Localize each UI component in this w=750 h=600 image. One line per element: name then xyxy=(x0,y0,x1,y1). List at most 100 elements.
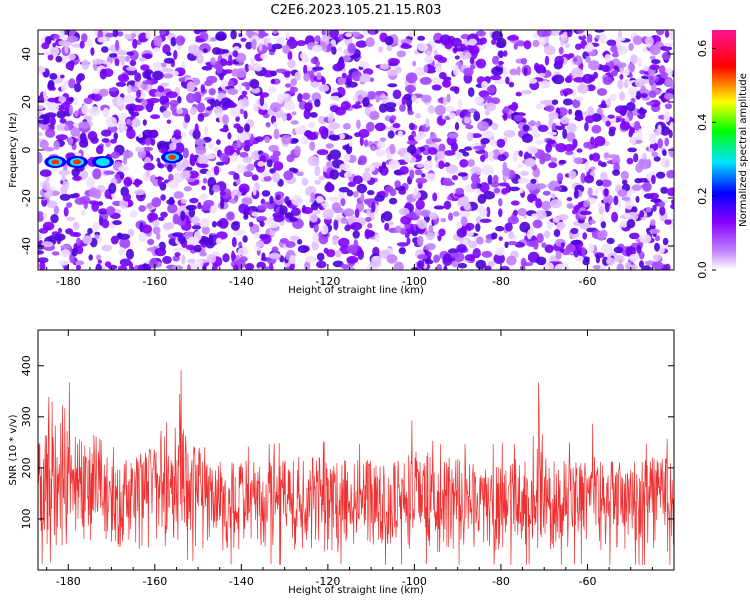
heatmap-cell xyxy=(46,200,58,209)
heatmap-cell xyxy=(75,74,82,85)
heatmap-cell xyxy=(301,177,309,186)
heatmap-cell xyxy=(607,114,615,119)
heatmap-cell xyxy=(617,201,622,208)
heatmap-cell xyxy=(611,211,619,223)
heatmap-cell xyxy=(236,163,247,173)
heatmap-cell xyxy=(404,232,410,239)
heatmap-cell xyxy=(602,76,613,85)
heatmap-cell xyxy=(513,114,524,122)
heatmap-cell xyxy=(285,113,292,121)
heatmap-cell xyxy=(54,233,66,242)
heatmap-cell xyxy=(318,126,328,136)
heatmap-cell xyxy=(244,123,250,133)
heatmap-cell xyxy=(231,237,237,248)
heatmap-panel: -180 -160 -140 -120 -100 -80 -60 40 20 0 -20 -40 H… xyxy=(8,29,675,296)
heatmap-cell xyxy=(540,80,551,89)
heatmap-cell xyxy=(573,157,584,165)
heatmap-cell xyxy=(517,177,529,184)
heatmap-cell xyxy=(123,94,135,105)
heatmap-cell xyxy=(415,177,428,184)
heatmap-cell xyxy=(337,77,347,85)
heatmap-cell xyxy=(651,174,656,185)
heatmap-cell xyxy=(423,159,434,171)
heatmap-cell xyxy=(516,163,524,168)
heatmap-cell xyxy=(612,169,620,176)
heatmap-cell xyxy=(378,103,388,113)
heatmap-cell xyxy=(456,244,467,253)
heatmap-cell xyxy=(369,260,382,268)
heatmap-cell xyxy=(328,134,340,140)
heatmap-cell xyxy=(416,163,425,168)
heatmap-cell xyxy=(597,230,606,241)
heatmap-cell xyxy=(617,62,627,69)
heatmap-cell xyxy=(513,42,518,50)
heatmap-cell xyxy=(468,38,478,46)
heatmap-cell xyxy=(160,82,170,87)
heatmap-cell xyxy=(484,110,490,116)
heatmap-cell xyxy=(394,180,401,188)
heatmap-cell xyxy=(401,42,409,48)
heatmap-cell xyxy=(74,110,79,118)
heatmap-cell xyxy=(545,105,555,112)
heatmap-cell xyxy=(99,68,107,80)
heatmap-cell xyxy=(617,79,624,90)
heatmap-cell xyxy=(263,175,272,182)
heatmap-cell xyxy=(550,157,558,163)
heatmap-cell xyxy=(453,86,460,95)
heatmap-cell xyxy=(117,233,123,238)
heatmap-cell xyxy=(438,160,445,169)
heatmap-cell xyxy=(38,227,49,234)
heatmap-cell xyxy=(143,162,155,171)
heatmap-cell xyxy=(646,43,652,48)
heatmap-cell xyxy=(576,148,583,153)
heatmap-cell xyxy=(177,234,182,243)
heatmap-cell xyxy=(296,40,307,47)
heatmap-cell xyxy=(460,216,468,227)
heatmap-cell xyxy=(638,251,645,260)
heatmap-cell xyxy=(384,35,394,46)
heatmap-cell xyxy=(504,241,509,249)
heatmap-cell xyxy=(352,230,360,239)
heatmap-cell xyxy=(55,55,63,63)
heatmap-cell xyxy=(566,203,574,209)
heatmap-cell xyxy=(627,63,636,73)
snr-series xyxy=(38,369,674,565)
heatmap-cell xyxy=(475,216,483,225)
heatmap-cell xyxy=(614,255,625,263)
heatmap-cell xyxy=(412,60,417,67)
heatmap-cell xyxy=(208,234,214,246)
heatmap-cell xyxy=(117,31,124,37)
heatmap-cell xyxy=(466,131,474,142)
heatmap-cell xyxy=(239,108,245,115)
heatmap-cell xyxy=(522,124,530,132)
heatmap-cell xyxy=(101,46,109,53)
heatmap-cell xyxy=(611,52,619,58)
heatmap-cell xyxy=(574,116,584,121)
heatmap-cell xyxy=(434,104,446,116)
heatmap-cell xyxy=(200,217,210,228)
heatmap-cell xyxy=(304,102,313,112)
heatmap-cell xyxy=(414,99,419,104)
heatmap-cell xyxy=(359,77,364,83)
heatmap-cell xyxy=(502,112,508,121)
heatmap-cell xyxy=(154,90,166,97)
heatmap-cell xyxy=(526,145,539,155)
heatmap-cell xyxy=(492,174,499,184)
heatmap-cell xyxy=(162,222,175,230)
heatmap-cell xyxy=(142,53,153,60)
heatmap-cell xyxy=(560,30,572,33)
heatmap-cell xyxy=(565,43,570,48)
heatmap-cell xyxy=(503,50,508,57)
heatmap-cell xyxy=(268,253,281,259)
heatmap-cell xyxy=(589,219,596,224)
heatmap-cell xyxy=(605,202,610,213)
heatmap-cell xyxy=(601,64,610,73)
heatmap-cell xyxy=(175,142,185,154)
heatmap-cell xyxy=(38,119,49,124)
heatmap-cell xyxy=(666,187,674,197)
heatmap-cell xyxy=(419,146,426,152)
heatmap-cell xyxy=(250,57,255,67)
heatmap-cell xyxy=(237,247,249,256)
heatmap-cell xyxy=(626,157,634,165)
heatmap-cell xyxy=(535,183,547,190)
